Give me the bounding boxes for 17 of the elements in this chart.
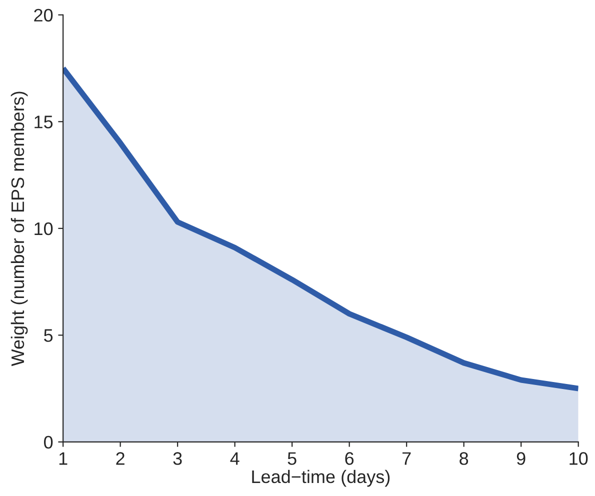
x-tick-label: 5	[288, 452, 296, 465]
x-tick-label: 1	[59, 452, 68, 465]
x-tick-label: 10	[570, 452, 588, 465]
x-tick-label: 7	[402, 452, 411, 465]
x-tick-label: 4	[230, 452, 240, 465]
y-tick-label: 5	[44, 329, 53, 342]
y-tick-label: 20	[34, 8, 53, 22]
x-tick-label: 9	[516, 452, 526, 465]
y-tick-label: 0	[44, 436, 53, 449]
x-tick-label: 3	[173, 452, 182, 465]
x-tick-label: 2	[116, 452, 124, 465]
y-axis-title: Weight (number of EPS members)	[10, 92, 28, 366]
y-tick-label: 10	[34, 222, 53, 236]
x-axis-title: Lead−time (days)	[252, 470, 390, 487]
y-tick-label: 15	[34, 116, 53, 128]
x-tick-label: 8	[460, 452, 468, 465]
x-tick-label: 6	[345, 452, 354, 465]
